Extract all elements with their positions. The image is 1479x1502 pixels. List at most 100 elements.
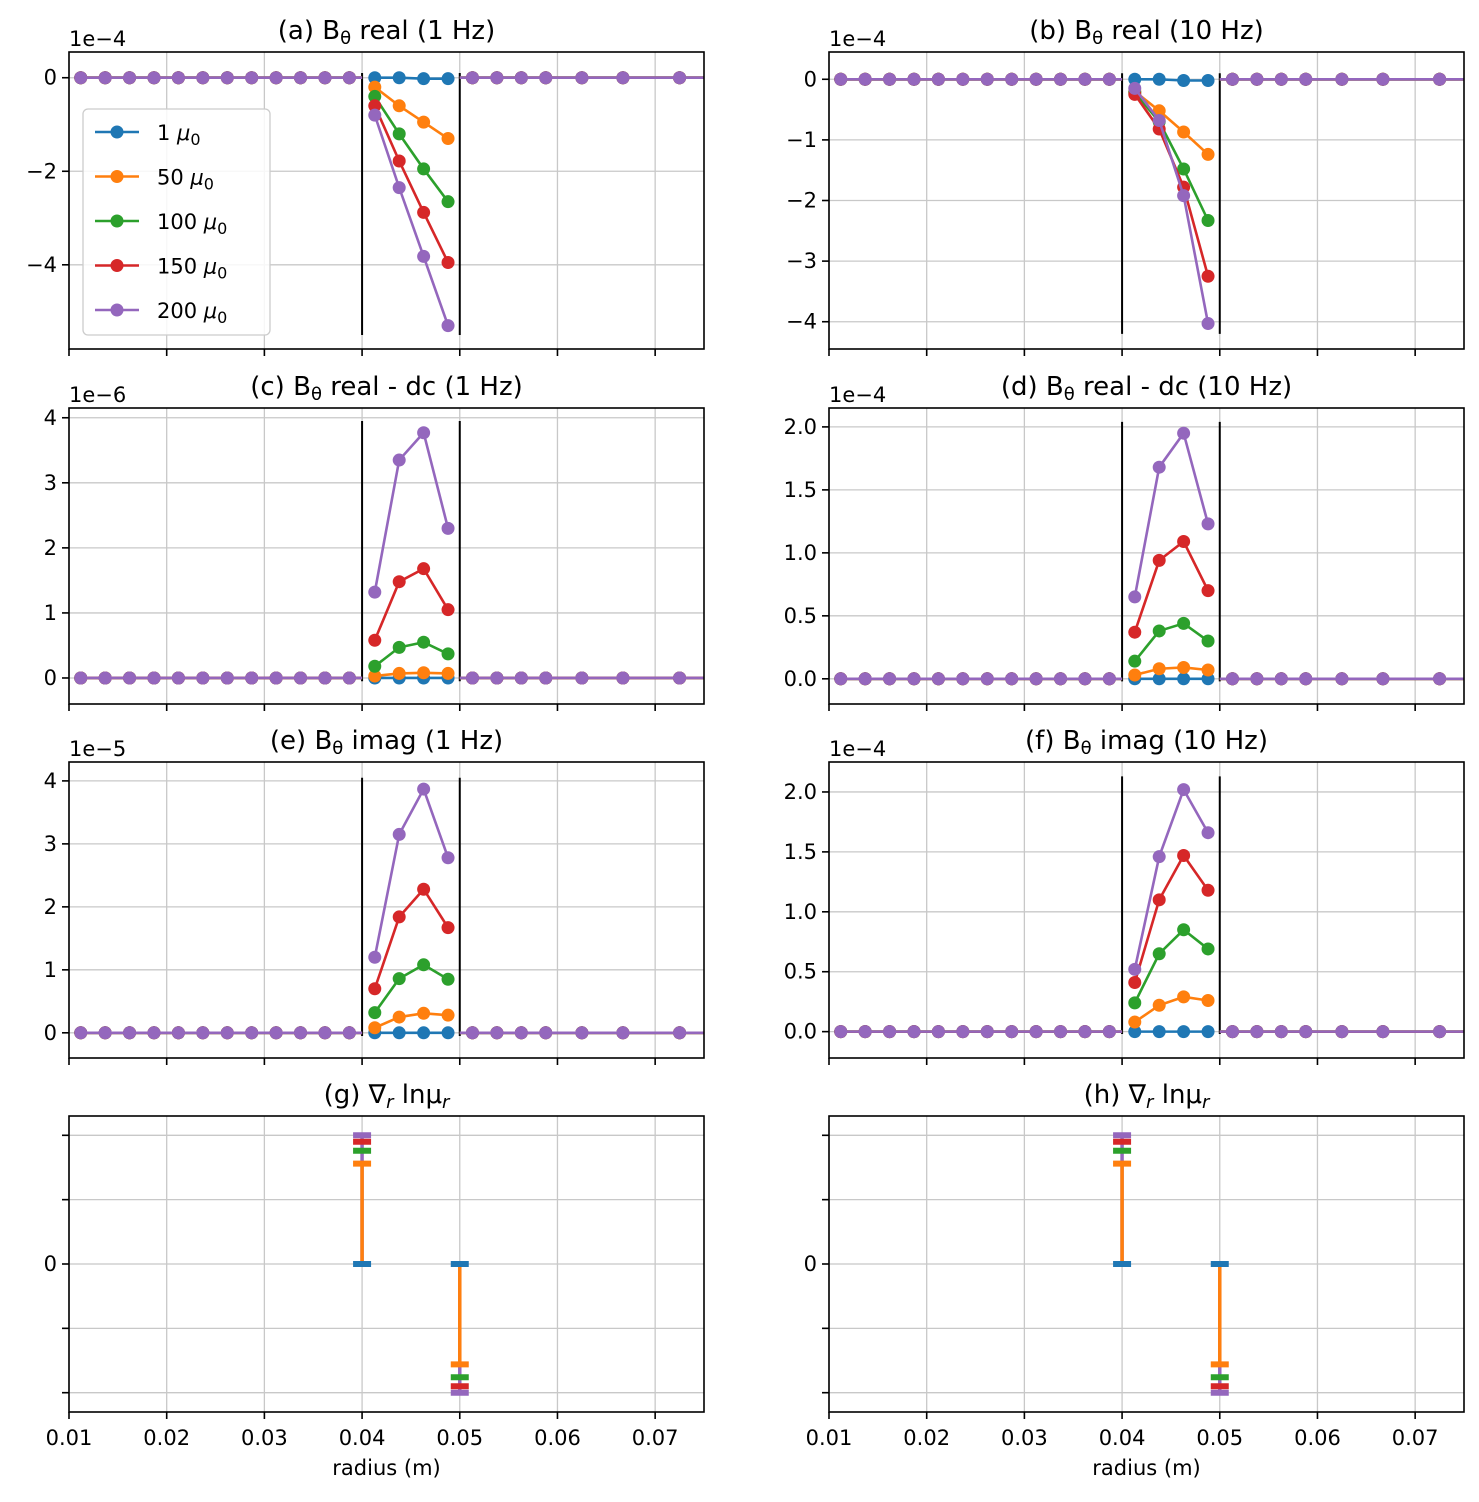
plot-area-h — [1113, 1132, 1229, 1396]
data-point — [123, 1026, 137, 1040]
axis-multiplier: 1e−4 — [69, 27, 126, 51]
series-line — [373, 640, 449, 668]
data-point — [1128, 962, 1142, 976]
data-point — [1128, 72, 1142, 86]
data-point — [392, 99, 406, 113]
panel-g: 0.01 0.02 0.03 0.04 0.05 0.06 0.07 radius (m) 0 (… — [44, 1080, 705, 1480]
data-point — [294, 71, 308, 85]
data-point — [342, 671, 356, 685]
y-tick-label: −4 — [786, 310, 817, 334]
data-point — [98, 671, 112, 685]
data-point — [368, 80, 382, 94]
data-point — [1128, 590, 1142, 604]
data-point — [98, 71, 112, 85]
data-point — [123, 71, 137, 85]
series-line — [373, 963, 449, 1014]
data-point — [392, 972, 406, 986]
data-point — [539, 1026, 553, 1040]
x-axis-label: radius (m) — [332, 1456, 440, 1480]
series-line — [1133, 853, 1210, 983]
axes-frame — [68, 761, 705, 1059]
data-point — [171, 1026, 185, 1040]
series-line — [373, 887, 450, 990]
series-line — [1133, 786, 1210, 970]
series-200 — [834, 72, 1464, 331]
data-point — [1250, 72, 1264, 86]
data-point — [441, 921, 455, 935]
data-point — [368, 669, 382, 683]
data-point — [74, 671, 88, 685]
plot-area-d — [834, 421, 1464, 686]
series-line — [1133, 91, 1210, 222]
data-point — [342, 1026, 356, 1040]
series-line — [373, 430, 450, 593]
data-point — [956, 672, 970, 686]
data-point — [1029, 672, 1043, 686]
legend-marker — [110, 303, 124, 317]
y-tick-label: 2 — [44, 895, 57, 919]
data-point — [1005, 672, 1019, 686]
data-point — [490, 671, 504, 685]
legend-entry-150: 150 μ0 — [95, 255, 227, 283]
data-point — [1078, 1025, 1092, 1039]
data-point — [392, 575, 406, 589]
series-200 — [74, 71, 704, 333]
series-line — [373, 86, 449, 140]
data-point — [220, 71, 234, 85]
data-point — [1201, 826, 1215, 840]
x-axis-label: radius (m) — [1092, 1456, 1200, 1480]
series-line — [1133, 928, 1209, 1004]
data-point — [907, 672, 921, 686]
data-point — [1274, 1025, 1288, 1039]
y-axis-d: 0.0 0.5 1.0 1.5 2.0 — [784, 415, 829, 691]
y-axis-g: 0 — [44, 1134, 69, 1394]
data-point — [1152, 662, 1166, 676]
series-line — [373, 95, 450, 203]
legend-entry-50: 50 μ0 — [95, 166, 214, 194]
data-point — [441, 603, 455, 617]
data-point — [147, 71, 161, 85]
data-point — [465, 1026, 479, 1040]
y-tick-label: −4 — [26, 253, 57, 277]
y-tick-label: 1.5 — [784, 840, 817, 864]
data-point — [441, 72, 455, 86]
x-tick-label: 0.07 — [1392, 1426, 1439, 1450]
y-tick-label: 3 — [44, 832, 57, 856]
series-line — [373, 105, 450, 264]
data-point — [1250, 672, 1264, 686]
data-point — [368, 982, 382, 996]
data-point — [98, 1026, 112, 1040]
gradient-marker — [353, 1132, 372, 1267]
data-point — [392, 666, 406, 680]
data-point — [318, 1026, 332, 1040]
x-tick-label: 0.07 — [632, 1426, 679, 1450]
data-point — [417, 249, 431, 263]
data-point — [1152, 850, 1166, 864]
plot-area-f — [834, 776, 1464, 1039]
y-tick-label: 0 — [804, 67, 817, 91]
data-point — [318, 71, 332, 85]
x-axis-e — [68, 1058, 656, 1065]
data-point — [883, 1025, 897, 1039]
data-point — [196, 1026, 210, 1040]
data-point — [441, 851, 455, 865]
y-axis-b: 0 −1 −2 −3 −4 — [786, 67, 829, 334]
data-point — [1433, 672, 1447, 686]
data-point — [318, 671, 332, 685]
data-point — [514, 671, 528, 685]
axes-frame — [68, 51, 705, 350]
data-point — [417, 1026, 431, 1040]
y-tick-label: −2 — [26, 159, 57, 183]
legend-label: 50 μ0 — [157, 166, 214, 194]
y-tick-label: 1 — [44, 601, 57, 625]
data-point — [368, 1021, 382, 1035]
data-point — [417, 958, 431, 972]
grid-h — [828, 1116, 1464, 1412]
data-point — [616, 671, 630, 685]
series-line — [374, 1011, 449, 1029]
plot-area-e — [74, 777, 704, 1040]
data-point — [1201, 214, 1215, 228]
data-point — [171, 671, 185, 685]
panel-title: (f) Bθ imag (10 Hz) — [1025, 726, 1268, 759]
data-point — [1177, 783, 1191, 797]
